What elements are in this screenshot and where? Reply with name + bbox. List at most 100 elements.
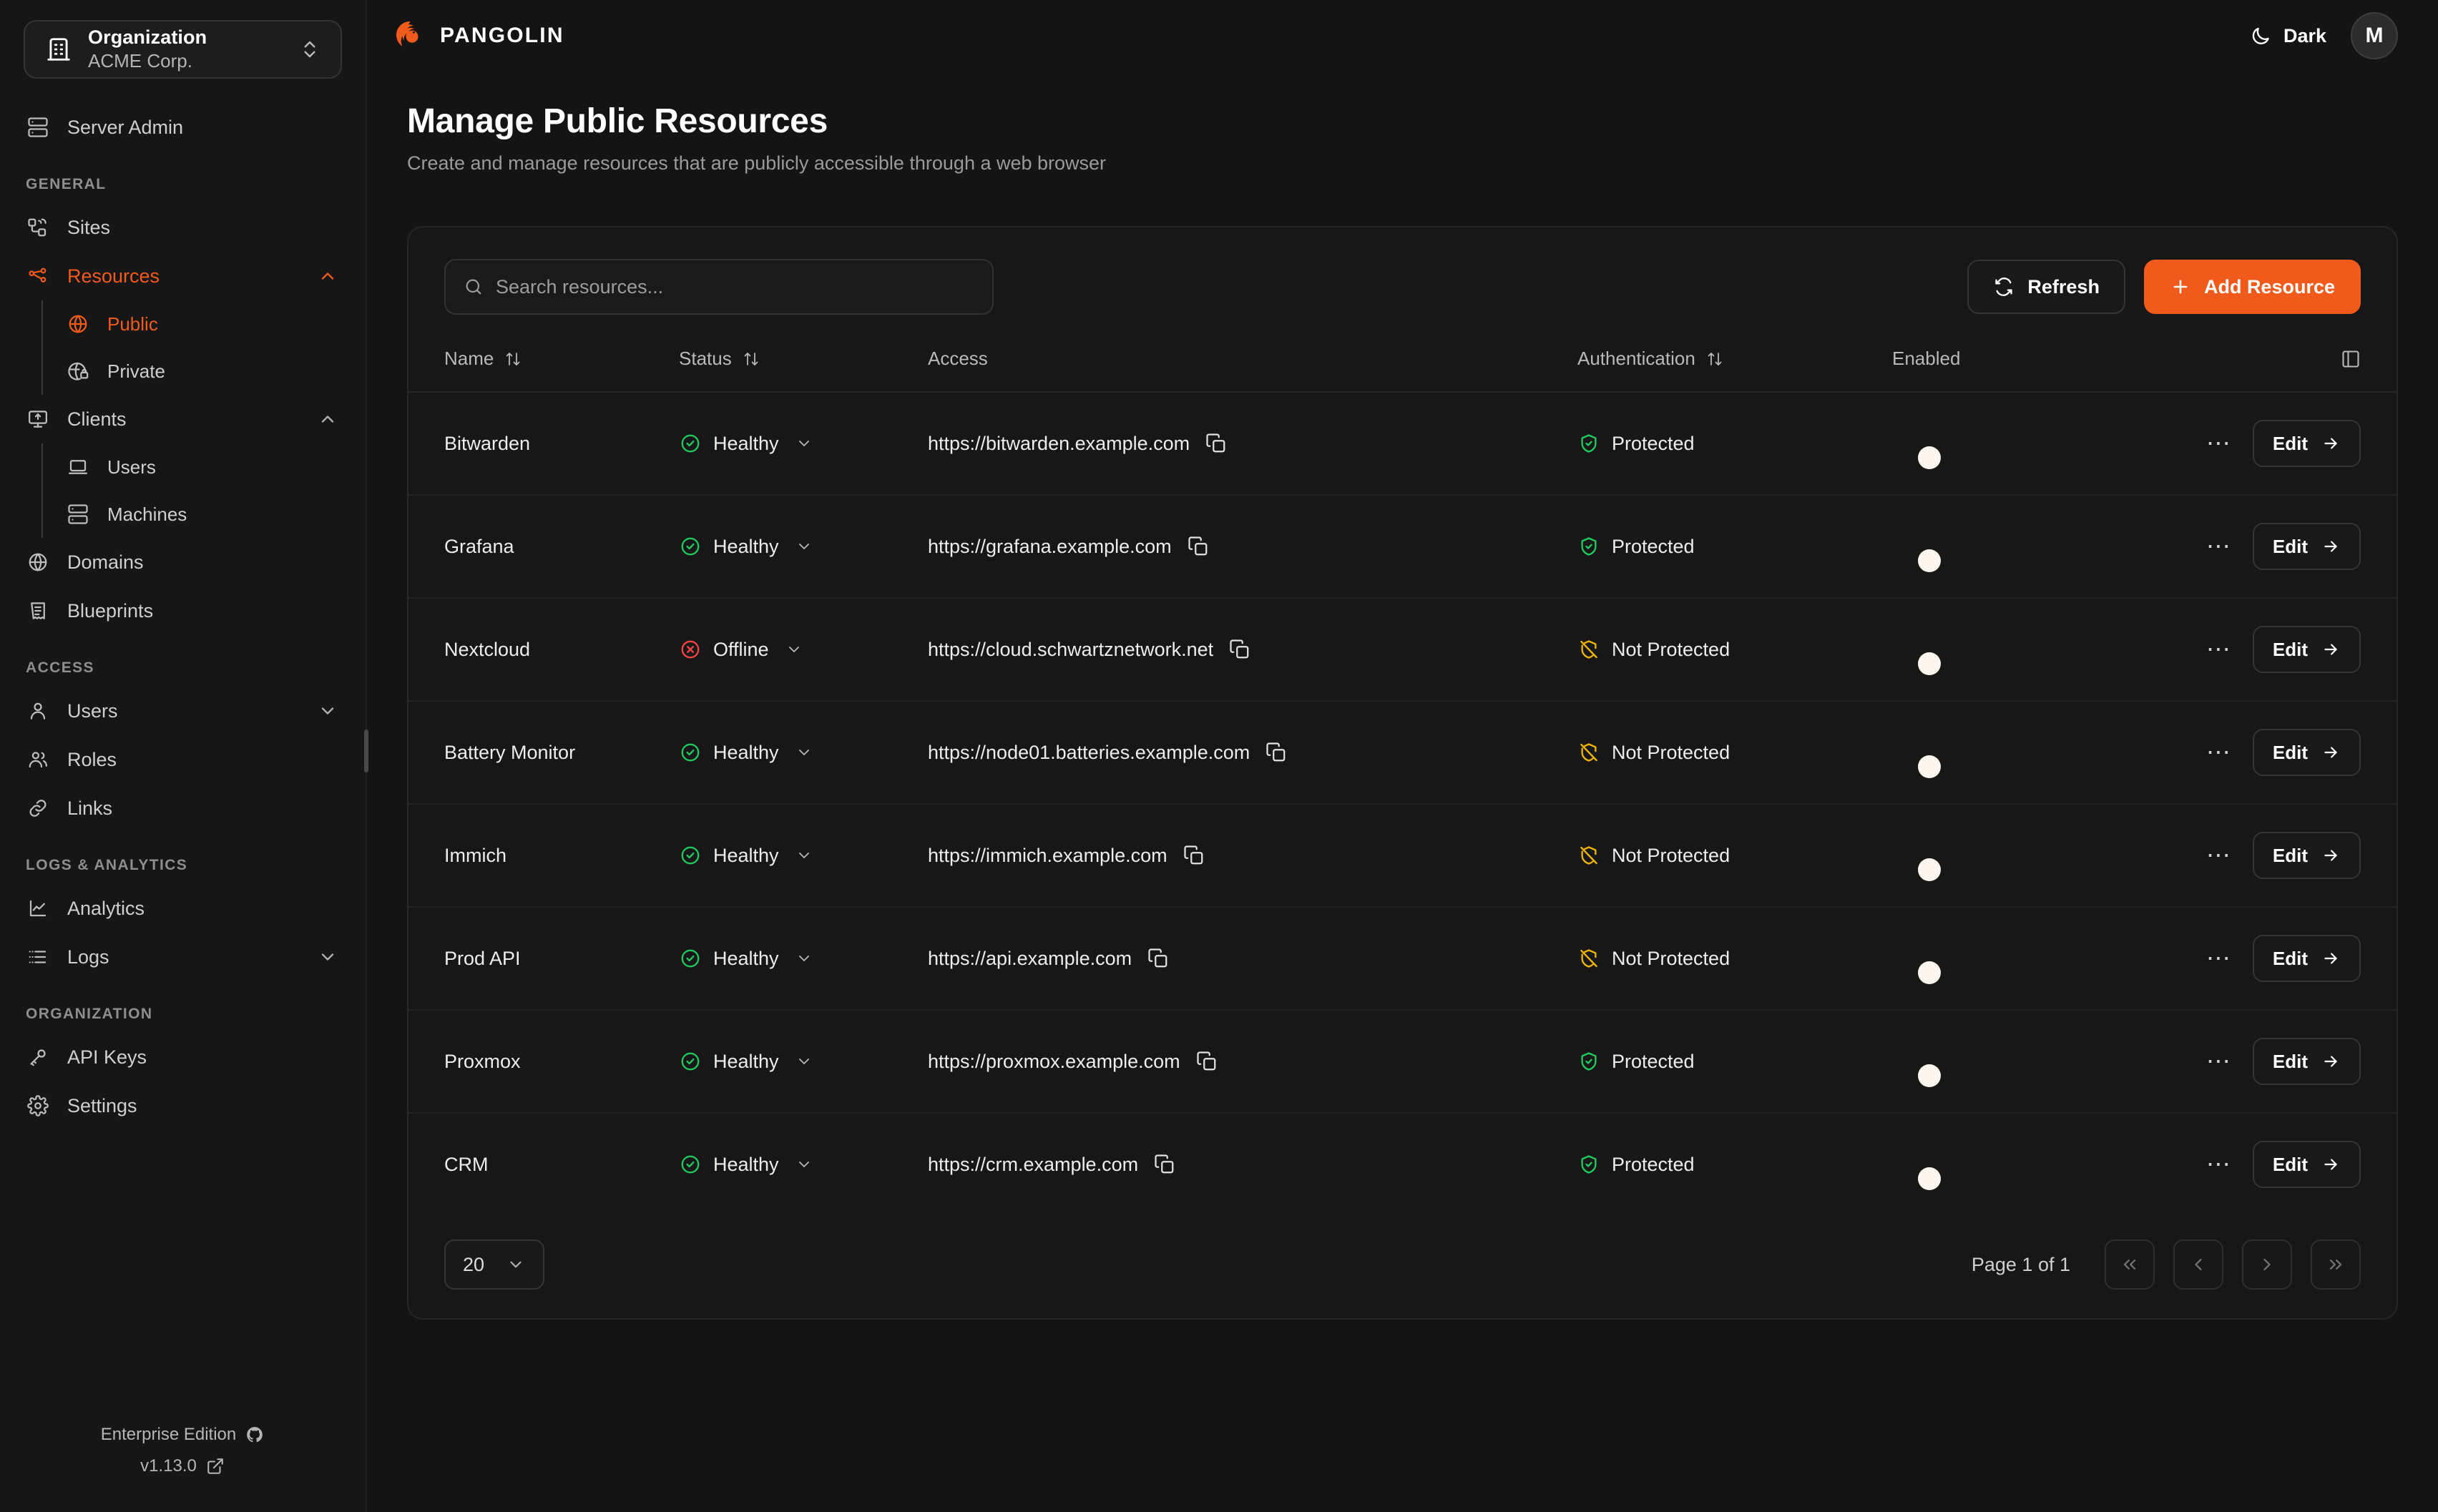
table-row[interactable]: Nextcloud Offline https://cloud.schwartzne… xyxy=(408,598,2397,702)
status-badge[interactable]: Healthy xyxy=(679,741,928,764)
page-size-select[interactable]: 20 xyxy=(444,1239,545,1290)
edit-button[interactable]: Edit xyxy=(2252,1038,2361,1085)
resource-url[interactable]: https://grafana.example.com xyxy=(928,535,1172,557)
refresh-button[interactable]: Refresh xyxy=(1967,260,2125,314)
copy-icon[interactable] xyxy=(1152,1152,1177,1177)
row-more-actions-icon[interactable]: ⋯ xyxy=(2206,1150,2233,1178)
auth-label: Not Protected xyxy=(1612,844,1730,866)
sidebar-item-resources[interactable]: Resources xyxy=(0,252,366,300)
row-more-actions-icon[interactable]: ⋯ xyxy=(2206,738,2233,766)
sidebar-item-server-admin[interactable]: Server Admin xyxy=(0,103,366,152)
edit-button[interactable]: Edit xyxy=(2252,523,2361,570)
sidebar-item-private[interactable]: Private xyxy=(43,348,366,395)
copy-icon[interactable] xyxy=(1182,843,1206,868)
sidebar-item-links[interactable]: Links xyxy=(0,784,366,833)
brand-name: PANGOLIN xyxy=(440,24,564,47)
resource-url[interactable]: https://cloud.schwartznetwork.net xyxy=(928,638,1214,660)
resource-url[interactable]: https://immich.example.com xyxy=(928,844,1167,866)
resource-url[interactable]: https://bitwarden.example.com xyxy=(928,432,1190,454)
search-input[interactable] xyxy=(444,259,994,315)
table-row[interactable]: CRM Healthy https://crm.example.com Protect… xyxy=(408,1113,2397,1215)
cell-access: https://bitwarden.example.com xyxy=(928,392,1577,496)
column-header-status[interactable]: Status xyxy=(679,338,928,393)
column-header-authentication[interactable]: Authentication xyxy=(1577,338,1892,393)
version-link[interactable]: v1.13.0 xyxy=(140,1456,225,1476)
resource-url[interactable]: https://node01.batteries.example.com xyxy=(928,741,1250,763)
shield-not-protected-icon xyxy=(1577,741,1600,764)
copy-icon[interactable] xyxy=(1195,1049,1219,1074)
copy-icon[interactable] xyxy=(1204,431,1228,456)
sidebar-item-settings[interactable]: Settings xyxy=(0,1081,366,1130)
edit-button[interactable]: Edit xyxy=(2252,1141,2361,1188)
resource-url[interactable]: https://proxmox.example.com xyxy=(928,1050,1180,1072)
status-badge[interactable]: Healthy xyxy=(679,947,928,970)
table-row[interactable]: Immich Healthy https://immich.example.com N… xyxy=(408,804,2397,908)
status-badge[interactable]: Healthy xyxy=(679,1050,928,1073)
sidebar-scrollbar[interactable] xyxy=(364,730,368,772)
status-badge[interactable]: Healthy xyxy=(679,535,928,558)
row-more-actions-icon[interactable]: ⋯ xyxy=(2206,841,2233,869)
sidebar-item-client-users[interactable]: Users xyxy=(43,443,366,491)
edit-button[interactable]: Edit xyxy=(2252,935,2361,982)
sidebar-item-blueprints[interactable]: Blueprints xyxy=(0,586,366,635)
sidebar-item-roles[interactable]: Roles xyxy=(0,735,366,784)
cell-status: Offline xyxy=(679,598,928,702)
next-page-button[interactable] xyxy=(2242,1239,2292,1290)
status-badge[interactable]: Healthy xyxy=(679,1153,928,1176)
status-badge[interactable]: Healthy xyxy=(679,844,928,867)
copy-icon[interactable] xyxy=(1146,946,1170,971)
last-page-button[interactable] xyxy=(2311,1239,2361,1290)
edit-button[interactable]: Edit xyxy=(2252,420,2361,467)
table-row[interactable]: Proxmox Healthy https://proxmox.example.co… xyxy=(408,1010,2397,1114)
sidebar-item-machines[interactable]: Machines xyxy=(43,491,366,538)
row-more-actions-icon[interactable]: ⋯ xyxy=(2206,944,2233,972)
row-more-actions-icon[interactable]: ⋯ xyxy=(2206,635,2233,663)
row-more-actions-icon[interactable]: ⋯ xyxy=(2206,429,2233,457)
sidebar-item-analytics[interactable]: Analytics xyxy=(0,884,366,933)
copy-icon[interactable] xyxy=(1186,534,1210,559)
column-header-view-options[interactable] xyxy=(2311,338,2397,393)
table-row[interactable]: Battery Monitor Healthy https://node01.bat… xyxy=(408,701,2397,805)
chevron-down-icon xyxy=(795,537,813,556)
org-switcher[interactable]: Organization ACME Corp. xyxy=(24,20,342,79)
column-label: Status xyxy=(679,348,732,369)
sidebar-item-public[interactable]: Public xyxy=(43,300,366,348)
sidebar-item-domains[interactable]: Domains xyxy=(0,538,366,586)
arrow-right-icon xyxy=(2321,845,2341,865)
row-more-actions-icon[interactable]: ⋯ xyxy=(2206,532,2233,560)
table-row[interactable]: Prod API Healthy https://api.example.com No… xyxy=(408,907,2397,1011)
resource-url[interactable]: https://api.example.com xyxy=(928,947,1132,969)
chevron-up-icon xyxy=(315,409,340,429)
sidebar-item-logs[interactable]: Logs xyxy=(0,933,366,981)
sidebar-item-api-keys[interactable]: API Keys xyxy=(0,1033,366,1081)
add-resource-button[interactable]: Add Resource xyxy=(2143,260,2361,314)
sidebar-item-sites[interactable]: Sites xyxy=(0,203,366,252)
edit-button[interactable]: Edit xyxy=(2252,729,2361,776)
resource-url[interactable]: https://crm.example.com xyxy=(928,1153,1139,1175)
copy-icon[interactable] xyxy=(1264,740,1288,765)
table-row[interactable]: Grafana Healthy https://grafana.example.co… xyxy=(408,495,2397,599)
cell-name: Battery Monitor xyxy=(408,701,679,805)
edit-button[interactable]: Edit xyxy=(2252,626,2361,673)
sidebar-item-users[interactable]: Users xyxy=(0,687,366,735)
table-row[interactable]: Bitwarden Healthy https://bitwarden.exampl… xyxy=(408,392,2397,496)
edit-button[interactable]: Edit xyxy=(2252,832,2361,879)
column-header-name[interactable]: Name xyxy=(408,338,679,393)
status-badge[interactable]: Healthy xyxy=(679,432,928,455)
sidebar-subnav-resources: Public Private xyxy=(41,300,366,395)
sidebar-item-clients[interactable]: Clients xyxy=(0,395,366,443)
brand-logo[interactable]: PANGOLIN xyxy=(393,19,564,53)
previous-page-button[interactable] xyxy=(2173,1239,2223,1290)
edition-link[interactable]: Enterprise Edition xyxy=(101,1425,265,1445)
shield-not-protected-icon xyxy=(1577,638,1600,661)
row-more-actions-icon[interactable]: ⋯ xyxy=(2206,1047,2233,1075)
theme-toggle[interactable]: Dark xyxy=(2249,24,2326,47)
first-page-button[interactable] xyxy=(2105,1239,2155,1290)
status-badge[interactable]: Offline xyxy=(679,638,928,661)
auth-label: Not Protected xyxy=(1612,947,1730,969)
version-label: v1.13.0 xyxy=(140,1456,197,1476)
avatar[interactable]: M xyxy=(2351,12,2398,59)
cell-access: https://proxmox.example.com xyxy=(928,1010,1577,1114)
cell-enabled xyxy=(1892,1010,2311,1114)
copy-icon[interactable] xyxy=(1228,637,1252,662)
